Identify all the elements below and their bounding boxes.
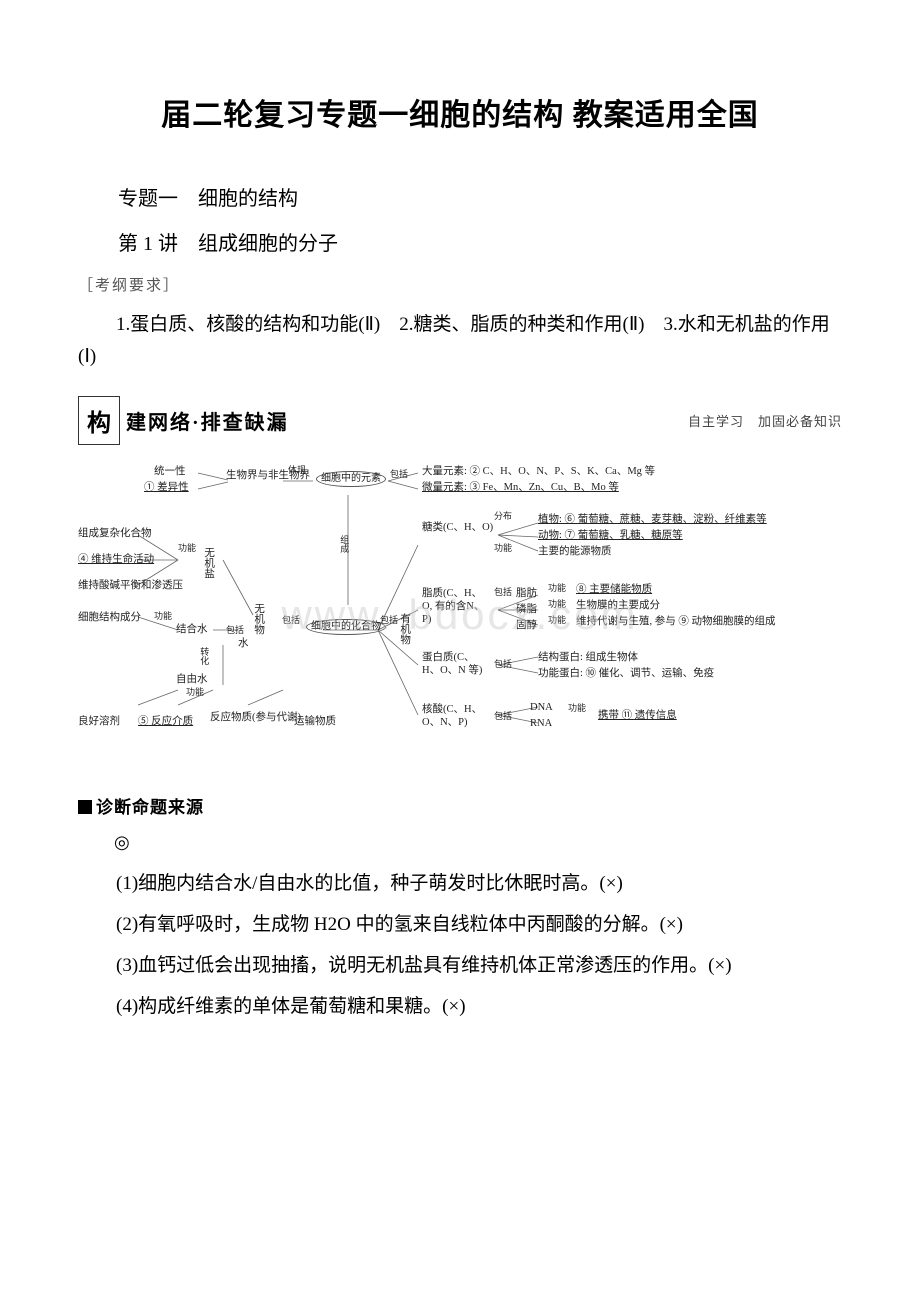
diag-fn1: 功能 <box>178 543 196 554</box>
gou-char: 构 <box>78 396 120 445</box>
diag-dbq-head: 蛋白质(C、H、O、N 等) <box>422 651 492 677</box>
diag-left-f: ⑤ 反应介质 <box>138 715 193 728</box>
diag-tang-main: 主要的能源物质 <box>538 545 612 558</box>
diag-left-b: ④ 维持生命活动 <box>78 553 154 566</box>
diag-left-a: 组成复杂化合物 <box>78 527 152 540</box>
diag-left-c: 维持酸碱平衡和渗透压 <box>78 579 183 592</box>
diag-baokuo4: 包括 <box>380 615 398 626</box>
diag-left-g: 反应物质(参与代谢) <box>210 711 301 724</box>
diag-fenbu: 分布 <box>494 511 512 522</box>
list-item: (3)血钙过低会出现抽搐，说明无机盐具有维持机体正常渗透压的作用。(×) <box>78 949 842 982</box>
diag-baokuo2: 包括 <box>226 625 244 636</box>
diag-tang-animal: 动物: ⑦ 葡萄糖、乳糖、糖原等 <box>538 529 683 542</box>
diagnosis-subheader: 诊断命题来源 <box>78 793 842 818</box>
diag-tang-fn: 功能 <box>494 543 512 554</box>
diag-baokuo1: 包括 <box>390 469 408 480</box>
diag-tang-head: 糖类(C、H、O) <box>422 521 493 534</box>
diag-zhi-a: ⑧ 主要储能物质 <box>576 583 652 596</box>
list-item: (2)有氧呼吸时，生成物 H2O 中的氢来自线粒体中丙酮酸的分解。(×) <box>78 908 842 941</box>
diag-tang-plant: 植物: ⑥ 葡萄糖、蔗糖、麦芽糖、淀粉、纤维素等 <box>538 513 767 526</box>
diag-hx-head: 核酸(C、H、O、N、P) <box>422 703 492 729</box>
diag-fn6: 功能 <box>548 615 566 626</box>
diag-ziyoushui: 自由水 <box>176 673 208 686</box>
lecture-title: 第 1 讲 组成细胞的分子 <box>78 227 842 256</box>
diag-fn5: 功能 <box>548 599 566 610</box>
diag-linzhi: 磷脂 <box>516 603 537 616</box>
diag-zhuanhua: 转化 <box>198 647 209 665</box>
diag-zhi-c: 维持代谢与生殖, 参与 ⑨ 动物细胞膜的组成 <box>576 615 776 628</box>
diag-elements-oval: 细胞中的元素 <box>316 471 386 488</box>
diag-fn2: 功能 <box>154 611 172 622</box>
diag-shui: 水 <box>238 637 249 650</box>
list-item: (4)构成纤维素的单体是葡萄糖和果糖。(×) <box>78 990 842 1023</box>
diag-hx-fn: 携带 ⑪ 遗传信息 <box>598 709 677 722</box>
diag-fn4: 功能 <box>548 583 566 594</box>
gou-text: 建网络·排查缺漏 <box>126 406 289 435</box>
diag-baokuo3: 包括 <box>282 615 300 626</box>
diag-fn3: 功能 <box>186 687 204 698</box>
diag-unity: 统一性 <box>154 465 186 478</box>
section-header: 构 建网络·排查缺漏 自主学习 加固必备知识 <box>78 396 842 445</box>
diag-micro: 微量元素: ③ Fe、Mn、Zn、Cu、B、Mo 等 <box>422 481 619 494</box>
page-title: 届二轮复习专题一细胞的结构 教案适用全国 <box>78 90 842 134</box>
diag-baokuo6: 包括 <box>494 659 512 670</box>
diag-baokuo7: 包括 <box>494 711 512 722</box>
diag-dbq-a: 结构蛋白: 组成生物体 <box>538 651 638 664</box>
gou-box: 构 建网络·排查缺漏 <box>78 396 289 445</box>
diag-dbq-b: 功能蛋白: ⑩ 催化、调节、运输、免疫 <box>538 667 714 680</box>
diag-center-oval: 细胞中的化合物 <box>306 619 386 636</box>
diag-macro: 大量元素: ② C、H、O、N、P、S、K、Ca、Mg 等 <box>422 465 655 478</box>
diag-tixian: 体现 <box>288 465 306 476</box>
diag-fn7: 功能 <box>568 703 586 714</box>
diag-wuji2: 无机物 <box>252 603 265 635</box>
topic-subtitle: 专题一 细胞的结构 <box>78 182 842 211</box>
diag-wuji-salt: 无机盐 <box>202 547 215 579</box>
side-note: 自主学习 加固必备知识 <box>688 411 842 430</box>
diag-youji: 有机物 <box>398 613 411 645</box>
concept-diagram: www. bdocx.com <box>78 455 842 775</box>
diag-left-d: 细胞结构成分 <box>78 611 141 624</box>
exam-requirement-label: ［考纲要求］ <box>78 274 842 295</box>
circle-marker: ◎ <box>78 832 842 853</box>
diag-zucheng: 组成 <box>338 535 349 553</box>
exam-requirement-text: 1.蛋白质、核酸的结构和功能(Ⅱ) 2.糖类、脂质的种类和作用(Ⅱ) 3.水和无… <box>78 309 842 374</box>
diag-diff: ① 差异性 <box>144 481 189 494</box>
diag-zhifang: 脂肪 <box>516 587 537 600</box>
diag-baokuo5: 包括 <box>494 587 512 598</box>
list-item: (1)细胞内结合水/自由水的比值，种子萌发时比休眠时高。(×) <box>78 867 842 900</box>
diag-rna: RNA <box>530 717 552 730</box>
diag-left-e: 良好溶剂 <box>78 715 120 728</box>
diag-zhi-head: 脂质(C、H、O, 有的含N、P) <box>422 587 492 626</box>
diag-left-h: 运输物质 <box>294 715 336 728</box>
diag-dna: DNA <box>530 701 553 714</box>
diag-zhi-b: 生物膜的主要成分 <box>576 599 660 612</box>
diag-guchun: 固醇 <box>516 619 537 632</box>
diag-jieheshui: 结合水 <box>176 623 208 636</box>
